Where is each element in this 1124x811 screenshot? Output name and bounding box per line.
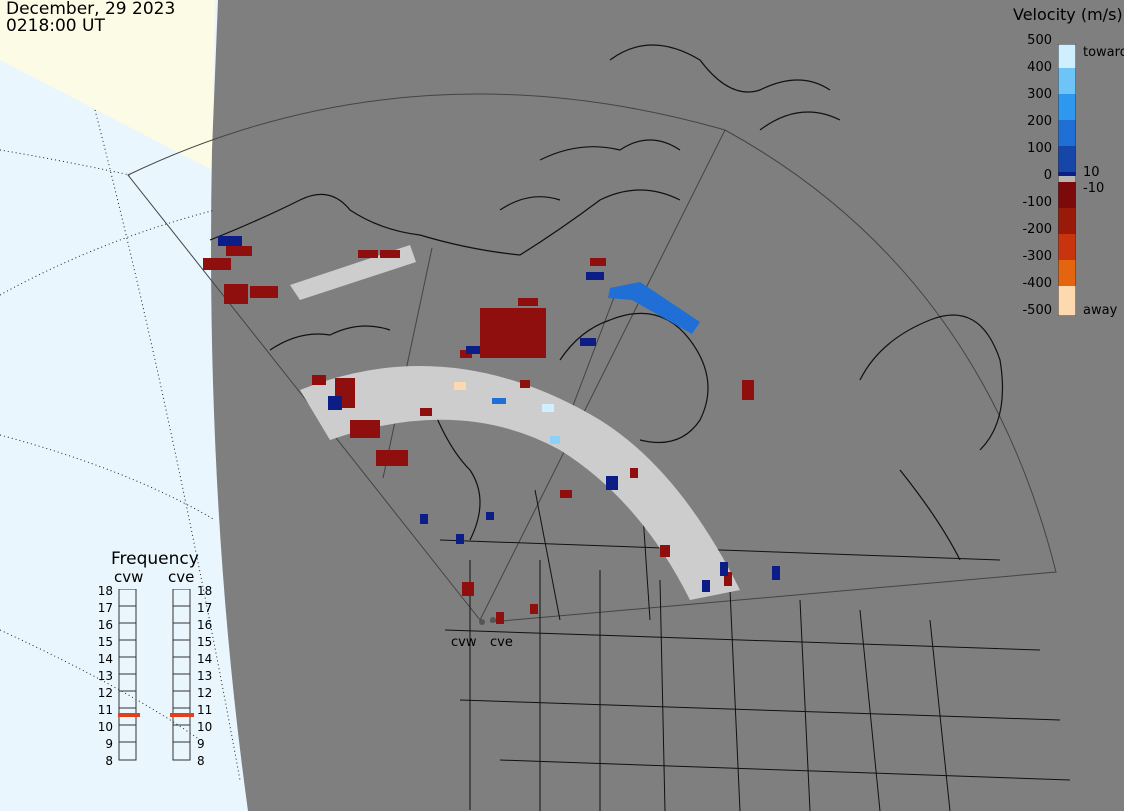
freq-scale-right: 15 xyxy=(197,635,213,649)
velocity-colorbar xyxy=(1058,44,1076,316)
freq-scale-right: 13 xyxy=(197,669,213,683)
radar-sites xyxy=(479,617,496,625)
land-night-region xyxy=(211,0,1124,811)
freq-marker-cve xyxy=(170,713,194,717)
velocity-away xyxy=(203,246,754,624)
cb-small-neg: -10 xyxy=(1083,181,1105,196)
graticule xyxy=(0,109,241,781)
borders xyxy=(439,469,1071,811)
frequency-gauges xyxy=(118,589,194,761)
date-label: December, 29 2023 xyxy=(6,0,176,19)
frequency-title: Frequency xyxy=(111,549,199,569)
radar-fov xyxy=(127,93,1057,623)
radar-label-cve: cve xyxy=(490,635,513,650)
freq-scale-right: 8 xyxy=(197,754,205,768)
freq-scale-left: 17 xyxy=(97,601,113,615)
velocity-toward xyxy=(218,236,780,592)
cb-tick: 500 xyxy=(1027,33,1052,48)
freq-scale-left: 14 xyxy=(97,652,113,666)
freq-scale-right: 16 xyxy=(197,618,213,632)
velocity-toward-fast xyxy=(454,282,700,444)
freq-radar-cvw: cvw xyxy=(114,568,144,586)
coastlines xyxy=(209,44,1004,561)
freq-scale-left: 13 xyxy=(97,669,113,683)
freq-scale-right: 9 xyxy=(197,737,205,751)
freq-marker-cvw xyxy=(118,713,140,717)
cb-tick: -500 xyxy=(1022,303,1052,318)
freq-scale-left: 11 xyxy=(97,703,113,717)
freq-scale-left: 12 xyxy=(97,686,113,700)
cb-tick: -100 xyxy=(1022,195,1052,210)
freq-scale-right: 10 xyxy=(197,720,213,734)
freq-scale-left: 15 xyxy=(97,635,113,649)
freq-scale-left: 9 xyxy=(105,737,113,751)
freq-scale-left: 18 xyxy=(97,584,113,598)
time-label: 0218:00 UT xyxy=(6,16,105,36)
cb-tick: -300 xyxy=(1022,249,1052,264)
freq-scale-right: 18 xyxy=(197,584,213,598)
freq-scale-left: 8 xyxy=(105,754,113,768)
cb-tick: 0 xyxy=(1043,168,1052,183)
daylight-region xyxy=(0,0,215,170)
freq-scale-left: 16 xyxy=(97,618,113,632)
freq-scale-right: 12 xyxy=(197,686,213,700)
cb-tick: 200 xyxy=(1027,114,1052,129)
cb-small-pos: 10 xyxy=(1083,165,1100,180)
cb-away-label: away xyxy=(1083,303,1118,318)
colorbar-title: Velocity (m/s) xyxy=(1013,5,1123,24)
cb-tick: 400 xyxy=(1027,60,1052,75)
radar-label-cvw: cvw xyxy=(451,635,477,650)
cb-tick: -200 xyxy=(1022,222,1052,237)
cb-tick: -400 xyxy=(1022,276,1052,291)
cb-toward-label: toward xyxy=(1083,45,1124,60)
freq-radar-cve: cve xyxy=(168,568,195,586)
cb-tick: 100 xyxy=(1027,141,1052,156)
freq-scale-right: 14 xyxy=(197,652,213,666)
freq-scale-right: 11 xyxy=(197,703,213,717)
cb-tick: 300 xyxy=(1027,87,1052,102)
freq-scale-left: 10 xyxy=(97,720,113,734)
freq-scale-right: 17 xyxy=(197,601,213,615)
